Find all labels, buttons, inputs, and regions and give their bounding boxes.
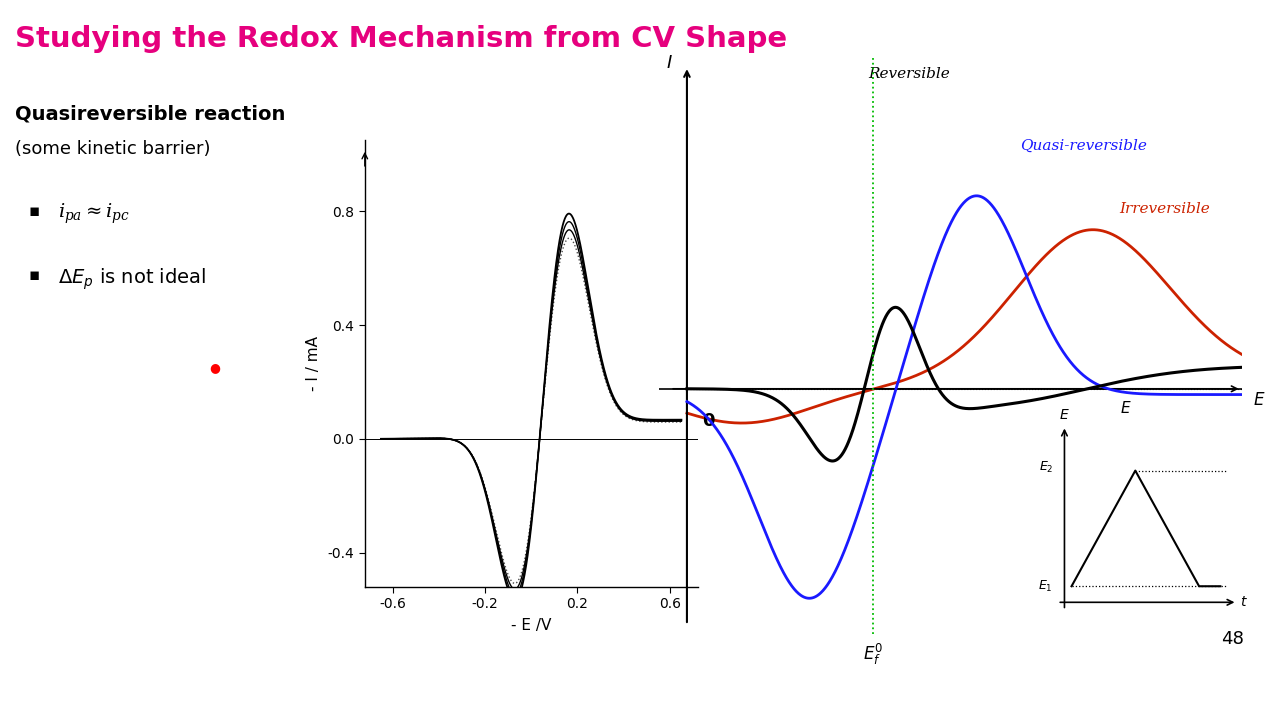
Text: $\Delta E_p$ is not ideal: $\Delta E_p$ is not ideal [58,266,206,292]
Text: Irreversible: Irreversible [1120,202,1211,216]
Text: ●: ● [210,361,220,374]
Text: $I$: $I$ [666,55,673,73]
Text: t: t [1240,595,1245,609]
Y-axis label: - I / mA: - I / mA [306,336,321,391]
Text: 0: 0 [703,412,714,430]
Text: 48: 48 [1221,630,1244,648]
Text: ▪: ▪ [28,202,40,220]
Text: $E_f^0$: $E_f^0$ [863,642,883,667]
Text: $E$: $E$ [1253,392,1265,409]
X-axis label: - E /V: - E /V [511,618,552,633]
Text: ▪: ▪ [28,266,40,284]
Text: Studying the Redox Mechanism from CV Shape: Studying the Redox Mechanism from CV Sha… [15,25,787,53]
Text: Quasireversible reaction: Quasireversible reaction [15,104,285,123]
Text: (some kinetic barrier): (some kinetic barrier) [15,140,211,158]
Text: E: E [1060,408,1069,423]
Text: $E_1$: $E_1$ [1038,579,1053,594]
Text: Reversible: Reversible [868,67,950,81]
Text: $E_2$: $E_2$ [1038,460,1053,475]
Text: $i_{pa} \approx i_{pc}$: $i_{pa} \approx i_{pc}$ [58,202,129,226]
Text: $E$: $E$ [1120,400,1132,416]
Text: Quasi-reversible: Quasi-reversible [1020,139,1147,153]
